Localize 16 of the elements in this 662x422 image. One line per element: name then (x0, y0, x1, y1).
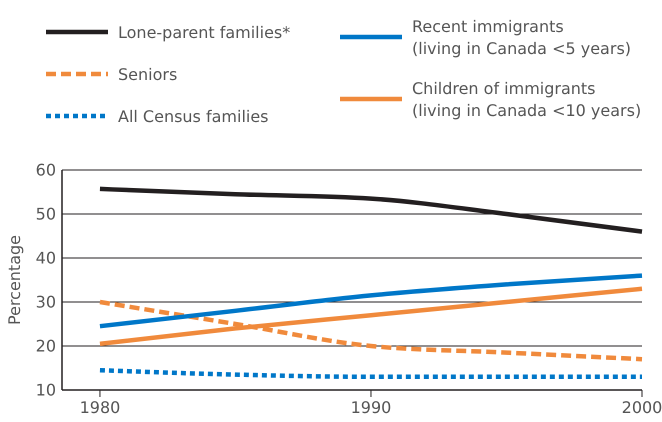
line-series (98, 273, 644, 328)
x-tick-label: 1990 (350, 398, 392, 417)
y-tick-label: 30 (36, 292, 56, 312)
y-tick-label: 50 (36, 204, 56, 224)
y-tick-label: 60 (36, 160, 56, 180)
legend-label: All Census families (118, 107, 269, 126)
legend-label: Seniors (118, 65, 178, 84)
y-tick-label: 40 (36, 248, 56, 268)
legend-label: Lone-parent families* (118, 23, 290, 42)
y-tick-label: 20 (36, 336, 56, 356)
legend-label: Recent immigrants (living in Canada <5 years) (412, 17, 632, 58)
x-tick-label: 2000 (622, 398, 662, 417)
y-axis-title: Percentage (5, 234, 24, 326)
x-tick-label: 1980 (80, 398, 120, 417)
legend-label: Children of immigrants (living in Canada <10 years) (412, 79, 642, 120)
y-tick-label: 10 (36, 380, 56, 400)
